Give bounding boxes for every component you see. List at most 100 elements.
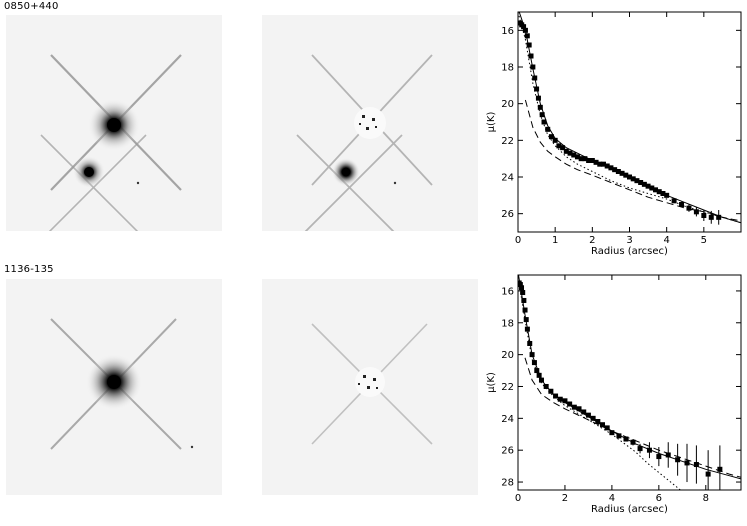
data-point: [693, 209, 699, 215]
x-tick-label: 4: [663, 235, 669, 246]
data-point: [524, 33, 530, 39]
model-curve-dashed: [524, 357, 741, 478]
x-tick-label: 8: [703, 493, 709, 504]
data-point: [562, 398, 568, 404]
data-point: [521, 24, 527, 30]
profile-plot-0850: 0 1 2 3 4 5 16 18 20 22 24 26 Radius (arcsec) μ(K): [482, 0, 747, 265]
data-point: [539, 112, 545, 118]
y-tick-label: 28: [501, 478, 514, 489]
data-point: [535, 95, 541, 101]
data-point: [701, 213, 707, 218]
data-point: [600, 161, 606, 167]
x-tick-label: 1: [552, 235, 558, 246]
galaxy-image-original-1136: [6, 279, 222, 495]
x-tick-label: 2: [562, 493, 568, 504]
data-point: [582, 156, 588, 162]
x-tick-label: 2: [589, 235, 595, 246]
data-point: [600, 422, 606, 428]
data-point: [585, 412, 591, 418]
data-point: [717, 466, 723, 472]
data-point: [637, 446, 643, 452]
y-tick-label: 18: [501, 318, 514, 329]
y-tick-label: 22: [501, 382, 514, 393]
model-curve-dotted: [518, 12, 741, 224]
data-point: [545, 126, 551, 132]
y-tick-label: 16: [501, 26, 514, 37]
data-point: [556, 143, 562, 149]
galaxy-image-residual-0850: [262, 15, 478, 231]
x-tick-label: 4: [609, 493, 615, 504]
data-point: [705, 471, 711, 477]
plot-frame: [517, 11, 742, 233]
x-axis-label: Radius (arcsec): [591, 246, 668, 257]
y-tick-label: 18: [501, 63, 514, 74]
y-axis-label: μ(K): [486, 112, 497, 133]
object-label-bottom: 1136-135: [4, 264, 54, 275]
profile-plot-1136: 0 2 4 6 8 16 18 20 22 24 26 28 Radius (arcsec) μ(K): [482, 263, 747, 526]
data-point: [541, 119, 547, 125]
data-point: [708, 214, 714, 220]
data-point: [560, 145, 566, 151]
data-point: [586, 158, 592, 163]
object-label-top: 0850+440: [4, 1, 59, 12]
data-point: [537, 104, 543, 110]
data-point: [665, 452, 671, 458]
data-point: [616, 433, 622, 439]
y-axis-label: μ(K): [486, 372, 497, 393]
data-point: [693, 462, 699, 468]
data-point: [581, 409, 587, 415]
galaxy-image-residual-1136: [262, 279, 478, 495]
y-tick-label: 26: [501, 209, 514, 220]
data-point: [567, 150, 573, 156]
data-point: [574, 154, 580, 160]
data-point: [563, 148, 569, 154]
y-tick-label: 24: [501, 173, 514, 184]
model-curve-solid: [518, 275, 741, 480]
image-original-1136: [6, 279, 222, 495]
data-point: [536, 372, 542, 378]
data-point: [595, 419, 601, 425]
data-point: [567, 401, 573, 407]
data-point: [552, 137, 558, 143]
data-point: [534, 86, 540, 92]
data-point: [531, 360, 537, 366]
data-point: [526, 42, 532, 48]
y-tick-label: 26: [501, 446, 514, 457]
data-point: [578, 156, 584, 162]
data-point: [519, 285, 525, 291]
data-point: [656, 454, 662, 460]
y-tick-label: 22: [501, 136, 514, 147]
data-point: [597, 161, 603, 167]
plot-frame: [517, 274, 742, 491]
data-point: [576, 406, 582, 412]
data-point: [520, 290, 526, 296]
x-axis-label: Radius (arcsec): [591, 504, 668, 515]
galaxy-image-original-0850: [6, 15, 222, 231]
data-point: [571, 152, 577, 158]
surface-brightness-chart-0850: 0 1 2 3 4 5 16 18 20 22 24 26 Radius (arcsec) μ(K): [486, 11, 742, 257]
data-point: [571, 404, 577, 410]
y-tick-label: 16: [501, 286, 514, 297]
image-original-0850: [6, 15, 222, 231]
x-tick-label: 5: [701, 235, 707, 246]
model-curve-solid: [518, 12, 741, 224]
image-residual-1136: [262, 279, 478, 495]
x-tick-label: 0: [515, 235, 521, 246]
data-point: [686, 205, 692, 211]
x-tick-label: 3: [626, 235, 632, 246]
data-point: [671, 198, 677, 204]
y-tick-label: 20: [501, 99, 514, 110]
data-point: [646, 447, 652, 453]
x-tick-label: 0: [515, 493, 521, 504]
data-point: [609, 430, 615, 436]
y-tick-label: 20: [501, 350, 514, 361]
image-residual-0850: [262, 15, 478, 231]
data-point: [528, 53, 534, 59]
model-curve-dashed: [524, 99, 741, 222]
data-point: [716, 214, 722, 220]
data-point: [521, 297, 527, 303]
data-point: [522, 307, 528, 313]
data-point: [590, 415, 596, 421]
y-tick-label: 24: [501, 414, 514, 425]
data-point: [548, 134, 554, 140]
